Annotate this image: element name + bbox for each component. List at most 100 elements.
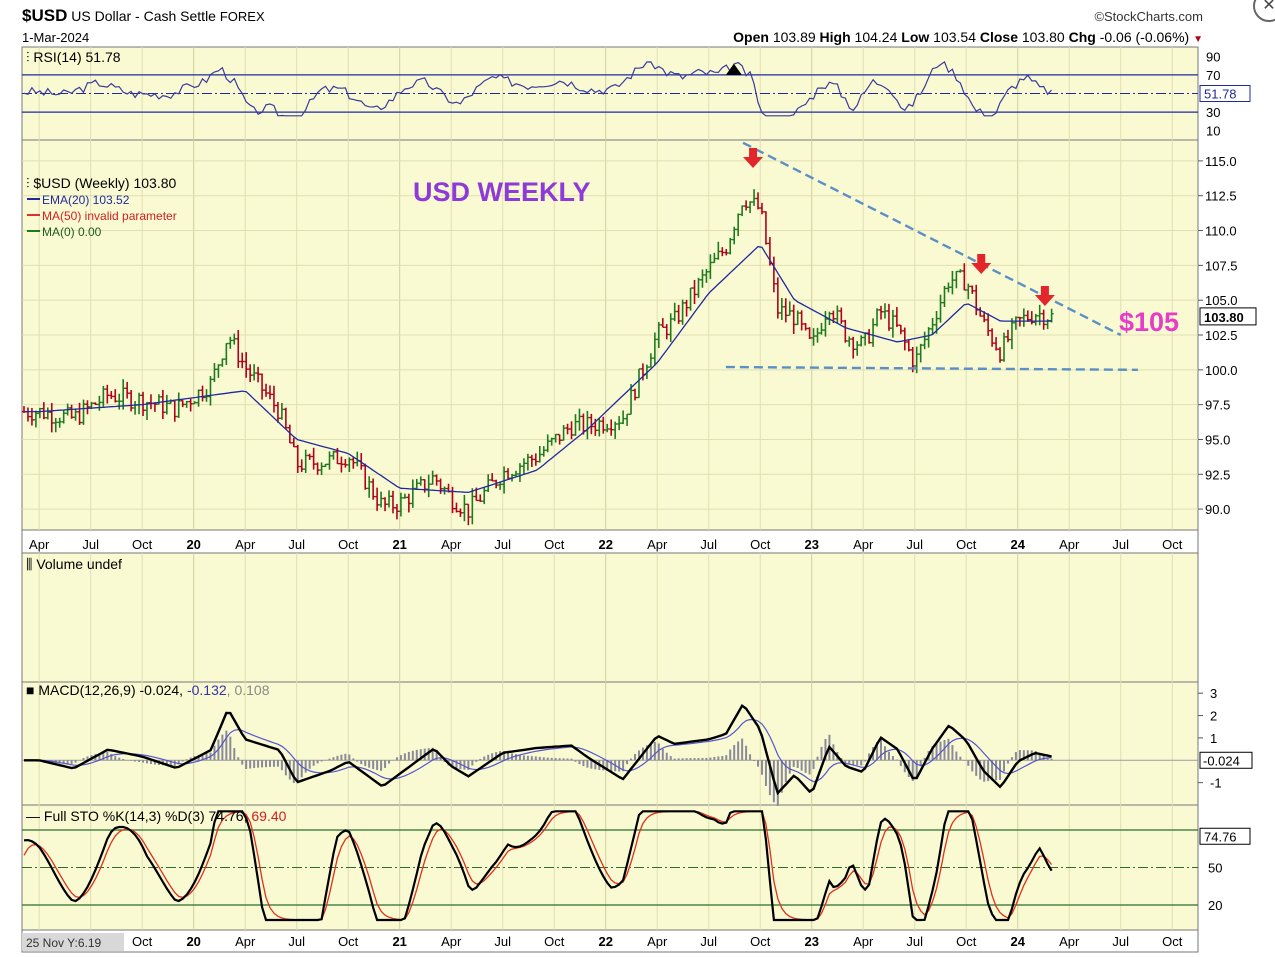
x-tick-label: Apr	[647, 537, 668, 552]
rsi-tick-label: 30	[1206, 105, 1220, 120]
date-range-label: 25 Nov Y:6.19	[26, 936, 101, 950]
x-tick-label: 23	[804, 537, 818, 552]
y-tick-label: 97.5	[1205, 398, 1230, 413]
date-range-badge	[22, 933, 124, 951]
rsi-last-label: 51.78	[1204, 87, 1237, 102]
x-tick-label-bottom: Oct	[544, 934, 565, 949]
x-tick-label-bottom: Oct	[750, 934, 771, 949]
y-tick-label: 92.5	[1205, 467, 1230, 482]
down-arrow-icon	[1034, 286, 1055, 306]
x-tick-label-bottom: Jul	[1112, 934, 1129, 949]
sto-tick-label: 50	[1208, 861, 1222, 876]
macd-signal-line	[24, 718, 1052, 783]
x-tick-label-bottom: Apr	[235, 934, 256, 949]
x-tick-label-bottom: Apr	[647, 934, 668, 949]
x-tick-label: Apr	[29, 537, 50, 552]
x-axis-strip	[21, 529, 1199, 554]
chart-date: 1-Mar-2024	[22, 30, 90, 45]
x-tick-label-bottom: Apr	[853, 934, 874, 949]
brand-logo: ©StockCharts.com	[1094, 9, 1203, 24]
x-tick-label: Oct	[544, 537, 565, 552]
macd-tick-label: 2	[1210, 709, 1217, 724]
panel-vol	[21, 552, 1199, 683]
y-tick-label: 90.0	[1205, 502, 1230, 517]
close-value: 103.80	[1021, 29, 1065, 45]
rsi-line	[23, 60, 1053, 117]
rsi-overbought-fill	[725, 63, 742, 75]
legend-ma0: MA(0) 0.00	[42, 225, 102, 239]
last-price-badge	[1199, 307, 1257, 326]
x-tick-label-bottom: 23	[804, 934, 818, 949]
y-tick-label: 105.0	[1205, 293, 1238, 308]
y-tick-label: 110.0	[1205, 224, 1237, 239]
y-tick-label: 112.5	[1205, 189, 1237, 204]
x-tick-label-bottom: Jul	[700, 934, 717, 949]
down-arrow-icon	[971, 254, 992, 274]
x-tick-label: 21	[392, 537, 406, 552]
x-tick-label: Apr	[853, 537, 874, 552]
rsi-tick-label: 10	[1206, 124, 1220, 139]
support-trendline	[725, 365, 1138, 372]
x-tick-label: Apr	[1059, 537, 1080, 552]
x-tick-label: 20	[186, 537, 200, 552]
x-tick-label: Oct	[750, 537, 771, 552]
open-label: Open	[733, 29, 769, 45]
last-price-label: 103.80	[1204, 310, 1244, 325]
macd-line	[24, 703, 1052, 796]
sto-d-line	[23, 810, 1053, 921]
descending-trendline	[742, 141, 1122, 337]
chg-value: -0.06 (-0.06%)	[1099, 29, 1190, 45]
volume-legend: ⫼ Volume undef	[26, 556, 122, 572]
x-tick-label: Jul	[906, 537, 923, 552]
y-tick-label: 102.5	[1205, 328, 1238, 343]
close-icon[interactable]: ✕	[1253, 0, 1275, 22]
x-tick-label-bottom: Jul	[494, 934, 511, 949]
annotation-level: $105	[1119, 307, 1179, 337]
x-tick-label-bottom: Oct	[956, 934, 977, 949]
close-label: Close	[979, 29, 1018, 45]
y-tick-label: 100.0	[1205, 363, 1238, 378]
exchange: FOREX	[219, 9, 265, 24]
annotation-title: USD WEEKLY	[413, 177, 591, 207]
x-tick-label-bottom: 20	[186, 934, 200, 949]
macd-legend: ■ MACD(12,26,9) -0.024, -0.132, 0.108	[26, 682, 270, 698]
rsi-legend: ⫶ RSI(14) 51.78	[26, 49, 121, 65]
chart-header-title: $USD US Dollar - Cash Settle FOREX	[22, 6, 265, 26]
panel-macd	[21, 681, 1199, 806]
sto-last-badge	[1199, 827, 1251, 845]
high-label: High	[819, 29, 851, 45]
low-label: Low	[901, 29, 930, 45]
x-tick-label-bottom: Oct	[1162, 934, 1183, 949]
rsi-tick-label: 90	[1206, 49, 1220, 64]
x-tick-label: Jul	[494, 537, 511, 552]
x-tick-label: Jul	[1112, 537, 1129, 552]
down-arrow-icon: ▼	[1193, 34, 1203, 45]
y-tick-label: 115.0	[1205, 154, 1237, 169]
x-tick-label-bottom: 22	[598, 934, 612, 949]
macd-tick-label: 3	[1210, 686, 1217, 701]
high-value: 104.24	[854, 29, 898, 45]
x-tick-label-bottom: 24	[1011, 934, 1026, 949]
symbol-name: US Dollar - Cash Settle	[71, 8, 216, 24]
x-tick-label: Oct	[956, 537, 977, 552]
x-tick-label: Jul	[700, 537, 717, 552]
x-tick-label: Oct	[338, 537, 359, 552]
legend-ema: EMA(20) 103.52	[42, 193, 130, 207]
x-tick-label-bottom: Jul	[906, 934, 923, 949]
macd-last-label: -0.024	[1203, 753, 1240, 768]
x-tick-label-bottom: Oct	[132, 934, 153, 949]
x-tick-label: Oct	[132, 537, 153, 552]
x-tick-label: 24	[1011, 537, 1026, 552]
x-tick-label: Apr	[235, 537, 256, 552]
x-tick-label-bottom: Apr	[441, 934, 462, 949]
x-tick-label: Apr	[441, 537, 462, 552]
sto-last-label: 74.76	[1204, 829, 1237, 844]
sto-k-line	[23, 810, 1053, 922]
x-tick-label: Jul	[82, 537, 99, 552]
sto-tick-label: 20	[1208, 898, 1222, 913]
macd-tick-label: 1	[1210, 731, 1217, 746]
macd-last-badge	[1199, 751, 1253, 769]
x-tick-label: Jul	[288, 537, 305, 552]
